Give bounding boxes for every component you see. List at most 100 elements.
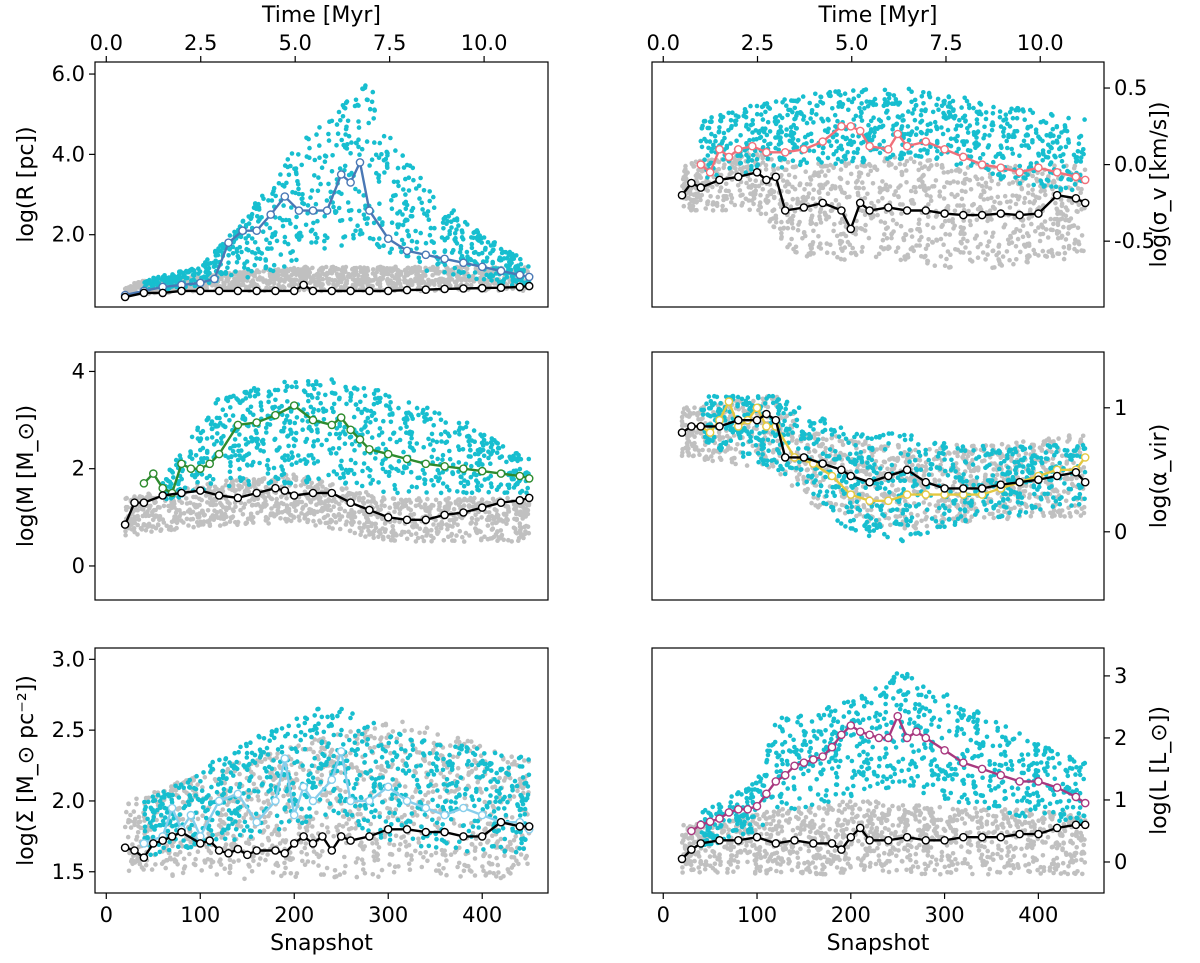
scatter-point (403, 192, 408, 197)
series-marker-median (855, 198, 865, 208)
scatter-point (830, 106, 835, 111)
scatter-point (1042, 219, 1048, 224)
scatter-point (396, 183, 401, 189)
scatter-point (729, 123, 734, 129)
scatter-point (247, 284, 253, 289)
scatter-point (390, 524, 396, 529)
scatter-point (526, 501, 532, 506)
scatter-point (996, 172, 1001, 177)
scatter-point (814, 112, 819, 117)
scatter-point (1024, 132, 1030, 137)
scatter-point (229, 280, 235, 286)
scatter-point (425, 209, 431, 214)
scatter-point (251, 520, 256, 525)
scatter-point (421, 270, 426, 275)
scatter-point (800, 94, 806, 99)
scatter-point (909, 99, 914, 105)
scatter-point (1043, 253, 1048, 259)
scatter-point (306, 273, 312, 279)
scatter-point (801, 230, 807, 235)
scatter-point (235, 253, 241, 259)
scatter-point (377, 281, 383, 287)
scatter-point (1052, 163, 1057, 168)
scatter-point (931, 225, 936, 230)
scatter-point (1029, 221, 1034, 227)
scatter-point (774, 135, 780, 140)
scatter-point (307, 145, 312, 151)
scatter-point (977, 109, 982, 114)
scatter-point (985, 215, 991, 221)
scatter-point (785, 225, 791, 231)
scatter-point (449, 225, 454, 230)
scatter-point (998, 200, 1003, 206)
scatter-point (384, 161, 390, 166)
scatter-point (806, 191, 812, 196)
scatter-point (802, 134, 808, 140)
scatter-point (1028, 161, 1034, 166)
scatter-point (760, 187, 766, 192)
scatter-point (811, 228, 816, 234)
scatter-point (807, 175, 813, 180)
scatter-point (833, 124, 838, 129)
scatter-point (881, 138, 886, 144)
scatter-point (244, 246, 249, 252)
scatter-point (214, 486, 219, 492)
scatter-point (791, 246, 796, 252)
scatter-point (835, 254, 840, 260)
scatter-point (871, 203, 877, 209)
scatter-point (522, 510, 527, 515)
scatter-point (415, 535, 421, 541)
scatter-point (253, 206, 259, 211)
scatter-point (1045, 235, 1051, 240)
scatter-point (1078, 190, 1083, 195)
scatter-point (313, 282, 318, 287)
series-marker-median (308, 286, 318, 296)
scatter-point (707, 119, 713, 124)
scatter-point (928, 194, 933, 199)
scatter-point (440, 220, 446, 225)
scatter-point (845, 180, 850, 186)
scatter-point (847, 194, 852, 200)
scatter-point (474, 527, 480, 533)
scatter-point (488, 251, 493, 256)
scatter-point (315, 218, 320, 224)
scatter-point (986, 143, 992, 148)
scatter-point (490, 247, 496, 253)
scatter-point (948, 143, 954, 149)
scatter-point (866, 122, 871, 128)
scatter-point (377, 236, 382, 241)
scatter-point (906, 86, 912, 92)
scatter-point (292, 166, 297, 172)
scatter-point (765, 119, 771, 125)
scatter-point (427, 189, 433, 194)
scatter-point (726, 128, 731, 133)
scatter-point (801, 114, 807, 119)
scatter-point (346, 208, 352, 214)
scatter-point (278, 252, 284, 257)
scatter-point (264, 502, 269, 508)
scatter-point (209, 283, 215, 288)
scatter-point (256, 270, 262, 275)
scatter-point (869, 200, 874, 206)
scatter-point (698, 197, 703, 203)
scatter-point (1046, 178, 1051, 184)
scatter-point (754, 157, 760, 162)
scatter-point (744, 180, 749, 186)
scatter-point (269, 234, 275, 240)
scatter-point (1058, 153, 1063, 159)
scatter-point (1037, 238, 1043, 244)
scatter-point (826, 91, 831, 96)
scatter-point (682, 168, 687, 174)
scatter-point (726, 110, 731, 116)
scatter-point (921, 101, 926, 106)
scatter-point (923, 107, 928, 112)
scatter-point (488, 243, 494, 248)
scatter-point (1053, 200, 1058, 206)
scatter-point (299, 499, 305, 505)
scatter-point (377, 276, 382, 282)
scatter-point (468, 521, 474, 526)
scatter-point (296, 191, 302, 197)
scatter-point (321, 515, 327, 521)
scatter-point (716, 166, 722, 172)
scatter-point (1026, 190, 1031, 196)
